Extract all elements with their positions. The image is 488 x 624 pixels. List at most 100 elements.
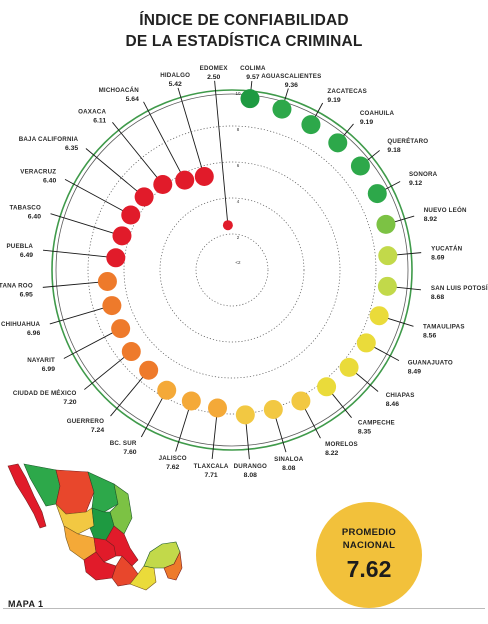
stem-line	[110, 369, 150, 417]
state-name-label: CHIAPAS	[386, 392, 415, 399]
map-chihuahua	[55, 469, 95, 515]
grid-ring-4	[159, 197, 305, 343]
state-name-label: MORELOS	[325, 441, 358, 448]
stem-line	[143, 101, 186, 181]
state-dot	[272, 99, 292, 119]
state-dot	[181, 391, 201, 411]
grid-ring-8	[87, 125, 377, 415]
state-name-label: COLIMA	[240, 65, 266, 72]
state-dot	[235, 405, 255, 425]
state-value-label: 7.20	[63, 399, 76, 406]
state-value-label: 5.64	[126, 96, 139, 103]
state-name-label: AGUASCALIENTES	[261, 73, 321, 80]
state-name-label: NAYARIT	[27, 357, 55, 364]
state-value-label: 8.68	[431, 294, 444, 301]
state-name-label: GUERRERO	[67, 418, 104, 425]
state-dot	[240, 89, 260, 109]
state-dot	[139, 360, 159, 380]
state-dot	[378, 246, 398, 266]
ring-tick-label: 2	[237, 235, 240, 240]
map-oaxaca	[111, 555, 139, 587]
state-name-label: TABASCO	[9, 205, 41, 212]
state-name-label: HIDALGO	[160, 72, 190, 79]
state-name-label: BAJA CALIFORNIA	[19, 136, 79, 143]
state-name-label: OAXACA	[78, 109, 106, 116]
state-name-label: QUINTANA ROO	[0, 282, 33, 289]
state-name-label: PUEBLA	[6, 243, 33, 250]
state-dot	[207, 398, 227, 418]
state-value-label: 9.36	[285, 82, 298, 89]
state-value-label: 6.49	[20, 252, 33, 259]
state-value-label: 6.95	[20, 291, 33, 298]
chart-marks	[42, 80, 422, 460]
state-name-label: GUANAJUATO	[408, 359, 453, 366]
state-name-label: CIUDAD DE MÉXICO	[13, 389, 77, 397]
state-name-label: TLAXCALA	[194, 463, 229, 470]
state-name-label: SONORA	[409, 171, 438, 178]
state-name-label: ZACATECAS	[327, 88, 367, 95]
state-dot	[121, 205, 141, 225]
state-value-label: 7.24	[91, 427, 104, 434]
state-name-label: DURANGO	[234, 463, 267, 470]
ring-tick-label: 6	[237, 163, 240, 168]
ring-tick-label: 10	[235, 91, 241, 96]
state-name-label: SINALOA	[274, 456, 304, 463]
state-name-label: COAHUILA	[360, 110, 395, 117]
chart-title-line-1: ÍNDICE DE CONFIABILIDAD	[139, 12, 349, 29]
mexico-map	[7, 463, 183, 591]
map-label: MAPA 1	[8, 599, 44, 609]
state-value-label: 9.12	[409, 180, 422, 187]
state-dot	[112, 226, 132, 246]
stem-line	[84, 351, 132, 390]
state-name-label: JALISCO	[159, 455, 187, 462]
grid-ring-2	[195, 233, 269, 307]
ring-tick-label: 8	[237, 127, 240, 132]
state-value-label: 2.50	[207, 74, 220, 81]
state-name-label: VERACRUZ	[20, 169, 56, 176]
state-name-label: TAMAULIPAS	[423, 323, 465, 330]
state-value-label: 9.19	[360, 119, 373, 126]
state-value-label: 9.57	[246, 74, 259, 81]
state-dot	[317, 377, 337, 397]
ring-tick-label: 4	[237, 199, 240, 204]
state-value-label: 8.49	[408, 368, 421, 375]
stem-line	[49, 305, 113, 325]
state-dot	[194, 166, 214, 186]
state-dot	[328, 133, 348, 153]
chart-title-line-2: DE LA ESTADÍSTICA CRIMINAL	[125, 33, 363, 50]
state-dot	[369, 306, 389, 326]
state-dot	[222, 220, 233, 231]
state-dot	[175, 170, 195, 190]
state-dot	[301, 115, 321, 135]
state-name-label: CAMPECHE	[358, 419, 395, 426]
chart-grid: 10 8 6 4 2 <2	[51, 89, 413, 451]
state-value-label: 8.08	[244, 472, 257, 479]
state-value-label: 6.40	[28, 214, 41, 221]
state-value-label: 8.69	[431, 255, 444, 262]
ring-tick-label: <2	[235, 260, 241, 265]
stem-line	[85, 148, 145, 198]
state-name-label: SAN LUIS POTOSÍ	[431, 284, 488, 292]
state-value-label: 6.11	[93, 118, 106, 125]
state-value-label: 8.08	[282, 465, 295, 472]
page-divider	[3, 608, 485, 609]
state-dot	[106, 248, 126, 268]
stem-line	[177, 87, 205, 177]
chart-labels: COLIMA 9.57 AGUASCALIENTES 9.36 ZACATECAS 9.1…	[0, 65, 488, 479]
stem-line	[42, 249, 116, 259]
state-value-label: 6.96	[27, 330, 40, 337]
state-value-label: 8.92	[424, 216, 437, 223]
state-value-label: 9.18	[387, 147, 400, 154]
state-dot	[111, 319, 131, 339]
state-dot	[134, 187, 154, 207]
stem-line	[42, 280, 108, 288]
grid-ring-6	[123, 161, 341, 379]
state-value-label: 7.60	[123, 449, 136, 456]
state-dot	[153, 175, 173, 195]
stem-line	[112, 122, 164, 185]
state-value-label: 8.46	[386, 401, 399, 408]
state-value-label: 6.40	[43, 178, 56, 185]
state-value-label: 7.62	[166, 464, 179, 471]
state-dot	[291, 391, 311, 411]
